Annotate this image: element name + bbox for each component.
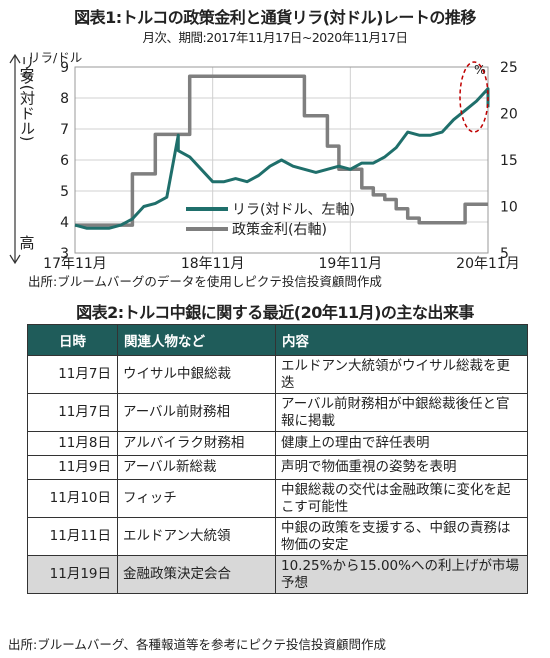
tick-labels: 3 4 5 6 7 8 9 5 10 15 20 25 17年11月 18年11月 19年11月 20年11月 (43, 60, 520, 270)
event-who: アーバル前財務相 (117, 393, 276, 432)
events-table-header: 日時 関連人物など 内容 (27, 324, 528, 356)
series-layer (74, 74, 490, 230)
y-left-tick-label: 4 (60, 215, 69, 231)
y-left-tick-label: 5 (60, 184, 69, 200)
figure2-title: 図表2:トルコ中銀に関する最近(20年11月)の主な出来事 (76, 303, 474, 322)
right-axis-unit: % (474, 62, 486, 77)
left-axis-unit: リラ/ドル (28, 50, 82, 65)
event-date: 11月7日 (27, 393, 118, 432)
event-date: 11月19日 (27, 555, 118, 594)
event-content: 健康上の理由で辞任表明 (275, 431, 528, 456)
y-right-tick-label: 25 (500, 60, 518, 76)
header-content: 内容 (275, 324, 528, 356)
table-row: 11月8日 アルバイラク財務相 健康上の理由で辞任表明 (27, 431, 528, 456)
event-who: エルドアン大統領 (117, 517, 276, 556)
plot-area-border (74, 66, 489, 254)
table-row: 11月10日 フィッチ 中銀総裁の交代は金融政策に変化を起こす可能性 (27, 479, 528, 518)
table-row: 11月7日 アーバル前財務相 アーバル前財務相が中銀総裁後任と官報に掲載 (27, 393, 528, 432)
event-content: アーバル前財務相が中銀総裁後任と官報に掲載 (275, 393, 528, 432)
event-content: 中銀総裁の交代は金融政策に変化を起こす可能性 (275, 479, 528, 518)
event-date: 11月7日 (27, 355, 118, 394)
event-who: アルバイラク財務相 (117, 431, 276, 456)
x-tick-label: 17年11月 (43, 256, 107, 270)
x-tick-label: 18年11月 (181, 256, 245, 270)
event-who: アーバル新総裁 (117, 455, 276, 480)
event-date: 11月9日 (27, 455, 118, 480)
event-content: 中銀の政策を支援する、中銀の責務は物価の安定 (275, 517, 528, 556)
figure1-source: 出所:ブルームバーグのデータを使用しピクテ投信投資顧問作成 (28, 274, 382, 289)
y-right-tick-label: 10 (500, 200, 518, 216)
table-row: 11月19日 金融政策決定会合 10.25%から15.00%への利上げが市場予想 (27, 555, 528, 594)
series-policy-rate-line (75, 74, 488, 227)
exchange-rate-policy-rate-chart: 3 4 5 6 7 8 9 5 10 15 20 25 17年11月 18年11月 19年11月 20年11月… (9, 50, 520, 270)
y-left-tick-label: 3 (60, 246, 69, 262)
y-right-tick-label: 15 (500, 153, 518, 169)
legend-lira-label: リラ(対ドル、左軸) (232, 202, 355, 218)
event-content: エルドアン大統領がウイサル総裁を更迭 (275, 355, 528, 394)
y-left-tick-label: 8 (60, 91, 69, 107)
event-who: 金融政策決定会合 (117, 555, 276, 594)
arrow-down-icon (9, 254, 21, 265)
figure1-title: 図表1:トルコの政策金利と通貨リラ(対ドル)レートの推移 (74, 8, 476, 27)
series-lira-line (74, 87, 490, 230)
y-right-tick-label: 5 (500, 246, 509, 262)
event-date: 11月10日 (27, 479, 118, 518)
x-tick-label: 20年11月 (456, 256, 520, 270)
header-who: 関連人物など (117, 324, 276, 356)
left-axis-label-bottom: 高 (19, 234, 34, 252)
events-table: 日時 関連人物など 内容 11月7日 ウイサル中銀総裁 エルドアン大統領がウイサル総… (27, 324, 528, 594)
y-left-tick-label: 7 (60, 122, 69, 138)
left-axis-label-mid: リラ(対ドル) (18, 55, 36, 142)
left-axis-label-top: 安 (19, 66, 34, 84)
event-content: 声明で物価重視の姿勢を表明 (275, 455, 528, 480)
figure1-subtitle: 月次、期間:2017年11月17日~2020年11月17日 (142, 30, 408, 45)
figure2-source: 出所:ブルームバーグ、各種報道等を参考にピクテ投信投資顧問作成 (8, 637, 386, 652)
table-row: 11月11日 エルドアン大統領 中銀の政策を支援する、中銀の責務は物価の安定 (27, 517, 528, 556)
event-who: ウイサル中銀総裁 (117, 355, 276, 394)
event-date: 11月8日 (27, 431, 118, 456)
x-tick-label: 19年11月 (319, 256, 383, 270)
event-who: フィッチ (117, 479, 276, 518)
y-right-tick-label: 20 (500, 107, 518, 123)
legend-rate-label: 政策金利(右軸) (232, 221, 327, 238)
highlight-ellipse (459, 61, 489, 133)
event-date: 11月11日 (27, 517, 118, 556)
event-content: 10.25%から15.00%への利上げが市場予想 (275, 555, 528, 594)
y-left-tick-label: 6 (60, 153, 69, 169)
header-date: 日時 (27, 324, 118, 356)
table-row: 11月9日 アーバル新総裁 声明で物価重視の姿勢を表明 (27, 455, 528, 480)
table-row: 11月7日 ウイサル中銀総裁 エルドアン大統領がウイサル総裁を更迭 (27, 355, 528, 394)
y-left-tick-label: 9 (60, 60, 69, 76)
arrow-up-icon (9, 53, 21, 64)
